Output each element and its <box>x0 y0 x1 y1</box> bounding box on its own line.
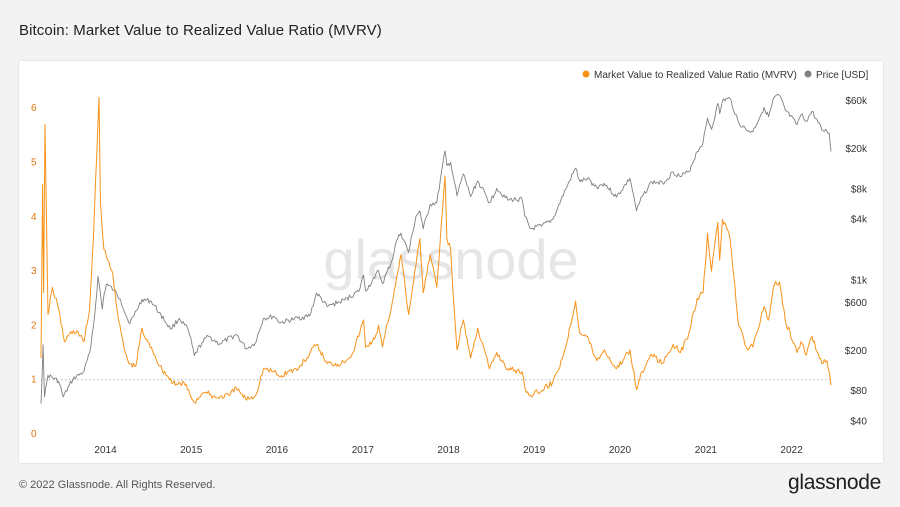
x-axis-tick-label: 2020 <box>609 445 632 456</box>
series-line-mvrv <box>40 96 832 404</box>
x-axis-tick-label: 2021 <box>695 445 718 456</box>
x-axis-tick-label: 2016 <box>266 445 289 456</box>
x-axis: 2014 2015 2016 2017 2018 2019 2020 2021 2022 <box>94 445 803 456</box>
right-axis-tick-label: $1k <box>851 275 868 286</box>
right-axis-tick-label: $40 <box>850 416 867 427</box>
left-axis-tick-label: 5 <box>31 157 37 168</box>
legend-price-label[interactable]: Price [USD] <box>816 70 868 81</box>
legend-price-swatch <box>804 70 812 78</box>
left-axis-tick-label: 3 <box>31 266 37 277</box>
left-axis-tick-label: 6 <box>31 103 37 114</box>
left-axis-tick-label: 2 <box>31 320 37 331</box>
x-axis-tick-label: 2019 <box>523 445 546 456</box>
left-axis-tick-label: 0 <box>31 429 37 440</box>
right-axis-tick-label: $80 <box>850 386 867 397</box>
x-axis-tick-label: 2018 <box>437 445 460 456</box>
legend-mvrv-label[interactable]: Market Value to Realized Value Ratio (MV… <box>594 70 797 81</box>
left-axis: 0 1 2 3 4 5 6 <box>31 103 37 440</box>
x-axis-tick-label: 2017 <box>352 445 375 456</box>
right-axis-tick-label: $8k <box>851 184 868 195</box>
right-axis-tick-label: $200 <box>845 346 868 357</box>
x-axis-tick-label: 2015 <box>180 445 203 456</box>
left-axis-tick-label: 4 <box>31 212 37 223</box>
x-axis-tick-label: 2014 <box>94 445 117 456</box>
legend-mvrv-swatch <box>582 70 590 78</box>
right-axis: $40 $80 $200 $600 $1k $4k $8k $20k $60k <box>845 96 868 427</box>
right-axis-tick-label: $20k <box>845 144 868 155</box>
right-axis-tick-label: $60k <box>845 96 868 107</box>
legend[interactable]: Market Value to Realized Value Ratio (MV… <box>582 70 869 81</box>
series-group <box>40 93 832 404</box>
x-axis-tick-label: 2022 <box>780 445 803 456</box>
copyright: © 2022 Glassnode. All Rights Reserved. <box>19 479 216 491</box>
left-axis-tick-label: 1 <box>31 375 37 386</box>
right-axis-tick-label: $600 <box>845 298 868 309</box>
brand-logo[interactable]: glassnode <box>787 471 881 494</box>
series-line-price <box>40 93 832 404</box>
right-axis-tick-label: $4k <box>851 215 868 226</box>
page-title: Bitcoin: Market Value to Realized Value … <box>19 22 382 39</box>
